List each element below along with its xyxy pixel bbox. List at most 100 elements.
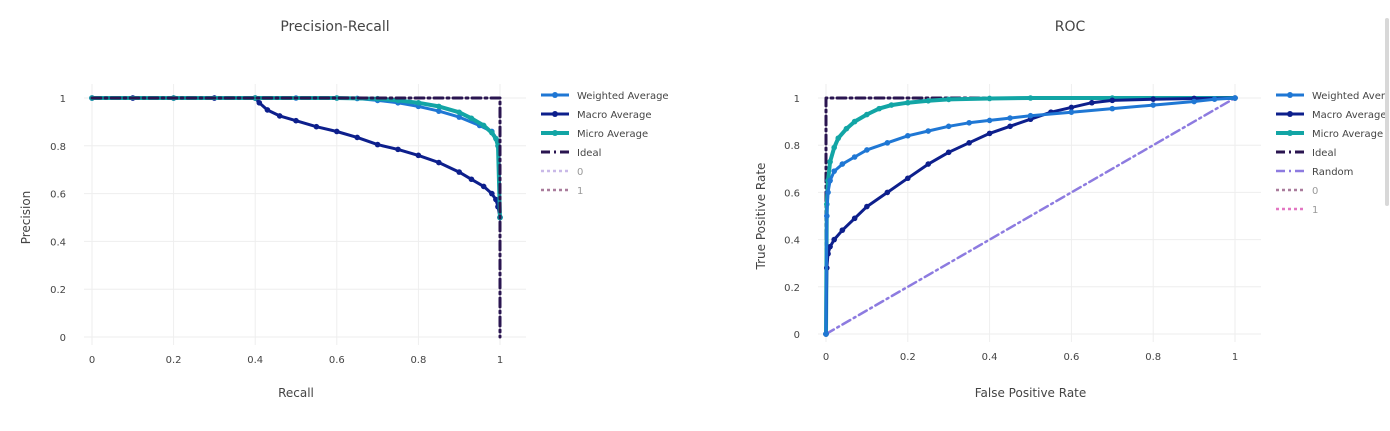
x-axis-label: False Positive Rate (975, 386, 1087, 400)
data-point-macro (436, 159, 442, 166)
data-point-macro (864, 203, 870, 210)
legend-item-weighted[interactable]: Weighted Average (541, 91, 669, 102)
data-point-macro (1068, 104, 1075, 111)
legend-item-class0[interactable]: 0 (1276, 186, 1318, 197)
data-point-micro (905, 99, 911, 106)
data-point-macro (925, 161, 932, 167)
legend-item-class1[interactable]: 1 (1276, 205, 1318, 216)
data-point-macro (374, 141, 381, 148)
data-point-micro (925, 98, 932, 104)
data-point-weighted (831, 168, 837, 174)
legend-item-ideal[interactable]: Ideal (541, 148, 601, 159)
data-point-micro (864, 111, 870, 118)
series-line-ideal (90, 96, 502, 339)
chart-panel-precision-recall: 0 0.2 0.4 0.6 0.8 1 0 0.2 0.4 0.6 0.8 1 Precision-Re… (19, 19, 669, 400)
legend-item-micro[interactable]: Micro Average (541, 129, 648, 140)
legend-label: 0 (1312, 186, 1318, 197)
chart-title: Precision-Recall (280, 19, 389, 35)
x-tick-label: 0.8 (410, 355, 426, 366)
data-point-weighted (1211, 96, 1218, 102)
data-point-micro (415, 99, 422, 106)
legend-item-class1[interactable]: 1 (541, 186, 583, 197)
data-point-micro (986, 95, 993, 102)
data-point-macro (1150, 96, 1156, 102)
x-tick-label: 0 (89, 355, 95, 366)
y-tick-label: 0.6 (784, 188, 800, 199)
x-axis-label: Recall (278, 386, 314, 400)
legend-marker (552, 92, 558, 98)
data-point-micro (876, 105, 882, 112)
data-point-macro (839, 227, 846, 233)
legend-label: Ideal (1312, 148, 1336, 159)
y-tick-label: 0.4 (784, 236, 800, 247)
legend-label: 1 (577, 186, 583, 197)
chart-panel-roc: 0 0.2 0.4 0.6 0.8 1 0 0.2 0.4 0.6 0.8 1 ROC False Pos… (754, 19, 1390, 400)
legend-marker (1287, 111, 1293, 117)
legend-label: 1 (1312, 205, 1318, 216)
data-point-macro (313, 123, 320, 130)
data-point-weighted (456, 114, 463, 120)
data-point-micro (843, 125, 850, 132)
data-point-micro (827, 158, 833, 165)
legend-item-random[interactable]: Random (1276, 167, 1353, 178)
data-point-micro (945, 96, 952, 103)
legend-label: Ideal (577, 148, 601, 159)
legend-scrollbar[interactable] (1385, 18, 1389, 206)
data-point-weighted (823, 331, 829, 337)
data-point-macro (415, 152, 422, 159)
series-ideal (90, 96, 502, 339)
legend-label: Micro Average (1312, 129, 1383, 140)
data-point-weighted (1007, 115, 1013, 121)
data-point-micro (436, 103, 442, 110)
x-tick-label: 0.4 (982, 352, 998, 363)
legend-item-class0[interactable]: 0 (541, 167, 583, 178)
data-point-macro (1109, 97, 1116, 104)
series-micro (89, 95, 503, 221)
data-point-macro (480, 183, 487, 190)
data-point-micro (831, 144, 837, 151)
legend-label: Weighted Average (577, 91, 669, 102)
legend-label: Weighted Average (1312, 91, 1390, 102)
x-tick-label: 1 (497, 355, 503, 366)
data-point-macro (831, 236, 837, 243)
data-point-weighted (966, 119, 972, 126)
chart-title: ROC (1055, 19, 1086, 35)
series-macro (89, 95, 503, 221)
data-point-weighted (925, 128, 932, 134)
legend: Weighted Average Macro Average Micro Avera… (1276, 91, 1390, 216)
legend-item-weighted[interactable]: Weighted Average (1276, 91, 1390, 102)
data-point-weighted (824, 213, 830, 219)
data-point-weighted (905, 132, 911, 139)
y-tick-label: 0.2 (784, 283, 800, 294)
data-point-macro (851, 215, 858, 222)
legend-item-macro[interactable]: Macro Average (1276, 110, 1387, 121)
y-axis-label: True Positive Rate (754, 163, 768, 271)
y-tick-label: 0 (60, 333, 66, 344)
data-point-macro (354, 134, 361, 141)
legend-label: Micro Average (577, 129, 648, 140)
series-line-macro (90, 96, 502, 219)
data-point-macro (489, 190, 495, 197)
data-point-macro (276, 113, 283, 119)
data-point-macro (256, 99, 263, 106)
y-tick-label: 0 (794, 330, 800, 341)
data-point-weighted (1232, 95, 1238, 101)
data-point-weighted (945, 123, 952, 130)
legend-item-macro[interactable]: Macro Average (541, 110, 652, 121)
y-tick-label: 0.6 (50, 190, 66, 201)
data-point-weighted (986, 117, 993, 124)
legend-label: Macro Average (577, 110, 652, 121)
data-point-macro (1007, 123, 1013, 130)
legend-item-micro[interactable]: Micro Average (1276, 129, 1383, 140)
data-point-macro (966, 140, 972, 146)
data-point-macro (293, 117, 299, 124)
x-tick-label: 0.8 (1145, 352, 1161, 363)
y-tick-label: 1 (60, 94, 66, 105)
data-point-micro (456, 109, 463, 116)
data-point-micro (835, 135, 842, 141)
legend-item-ideal[interactable]: Ideal (1276, 148, 1336, 159)
data-point-weighted (1027, 112, 1034, 119)
data-point-weighted (1150, 102, 1156, 108)
x-tick-label: 0.2 (166, 355, 182, 366)
